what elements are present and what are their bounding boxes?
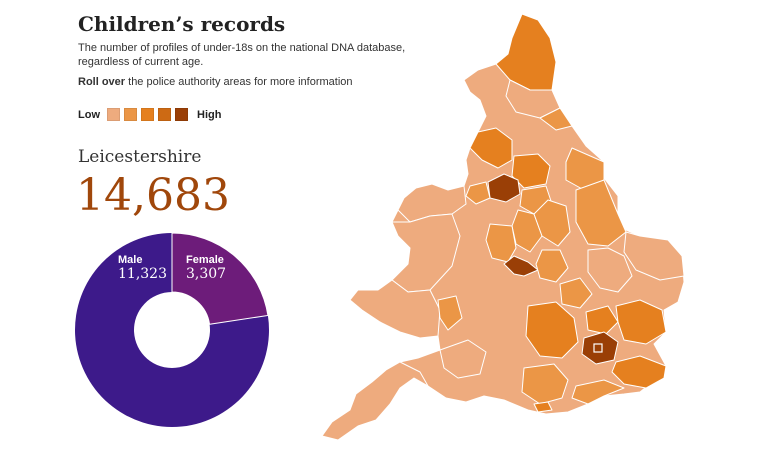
gender-donut-chart — [74, 232, 269, 427]
london-marker — [593, 343, 603, 353]
legend-swatch-5 — [175, 108, 188, 121]
male-value: 11,323 — [118, 266, 167, 282]
map-area-sussex[interactable] — [571, 379, 625, 405]
map-area-hampshire[interactable] — [521, 363, 569, 405]
rollover-hint-emphasis: Roll over — [78, 76, 126, 88]
color-legend: Low High — [78, 108, 221, 121]
map-area-gwent[interactable] — [437, 295, 463, 331]
map-area-leicestershire[interactable] — [535, 249, 569, 283]
map-area-thames-valley[interactable] — [525, 301, 579, 359]
map-area-isle-of-wight[interactable] — [533, 401, 553, 413]
map-area-cleveland[interactable] — [539, 107, 573, 131]
legend-high-label: High — [197, 108, 222, 121]
map-area-south-wales[interactable] — [349, 279, 441, 339]
map-area-merseyside[interactable] — [465, 181, 491, 205]
map-area-norfolk[interactable] — [623, 231, 685, 281]
rollover-hint-text: the police authority areas for more info… — [125, 76, 353, 88]
female-value: 3,307 — [186, 266, 227, 282]
map-area-devon-cornwall[interactable] — [321, 361, 429, 441]
legend-low-label: Low — [78, 108, 100, 121]
map-area-hertfordshire[interactable] — [585, 305, 619, 335]
donut-segment-male — [74, 233, 269, 427]
map-area-avon-somerset[interactable] — [439, 339, 487, 379]
female-label-group: Female 3,307 — [186, 254, 226, 282]
female-label: Female — [186, 254, 224, 266]
map-area-lincolnshire[interactable] — [575, 179, 627, 247]
legend-swatches — [107, 108, 192, 121]
england-wales-map — [321, 13, 685, 441]
page-title: Children’s records — [78, 12, 286, 36]
donut-segment-female — [171, 232, 269, 325]
legend-swatch-1 — [107, 108, 120, 121]
map-area-nottinghamshire[interactable] — [533, 199, 571, 247]
legend-swatch-3 — [141, 108, 154, 121]
map-area-metropolitan[interactable] — [581, 331, 619, 365]
map-area-lancashire[interactable] — [469, 127, 513, 169]
legend-swatch-4 — [158, 108, 171, 121]
rollover-hint: Roll over the police authority areas for… — [78, 76, 353, 88]
map-area-kent[interactable] — [611, 355, 667, 389]
male-label: Male — [118, 254, 143, 266]
selected-area-name: Leicestershire — [78, 147, 202, 167]
selected-area-total: 14,683 — [76, 170, 230, 221]
legend-swatch-2 — [124, 108, 137, 121]
map-area-west-yorkshire[interactable] — [511, 153, 551, 189]
map-area-cambridgeshire[interactable] — [587, 247, 633, 293]
page-subtitle: The number of profiles of under-18s on t… — [78, 42, 406, 68]
male-label-group: Male 11,323 — [118, 254, 167, 282]
map-area-northamptonshire[interactable] — [559, 277, 593, 309]
map-area-essex[interactable] — [615, 299, 667, 345]
